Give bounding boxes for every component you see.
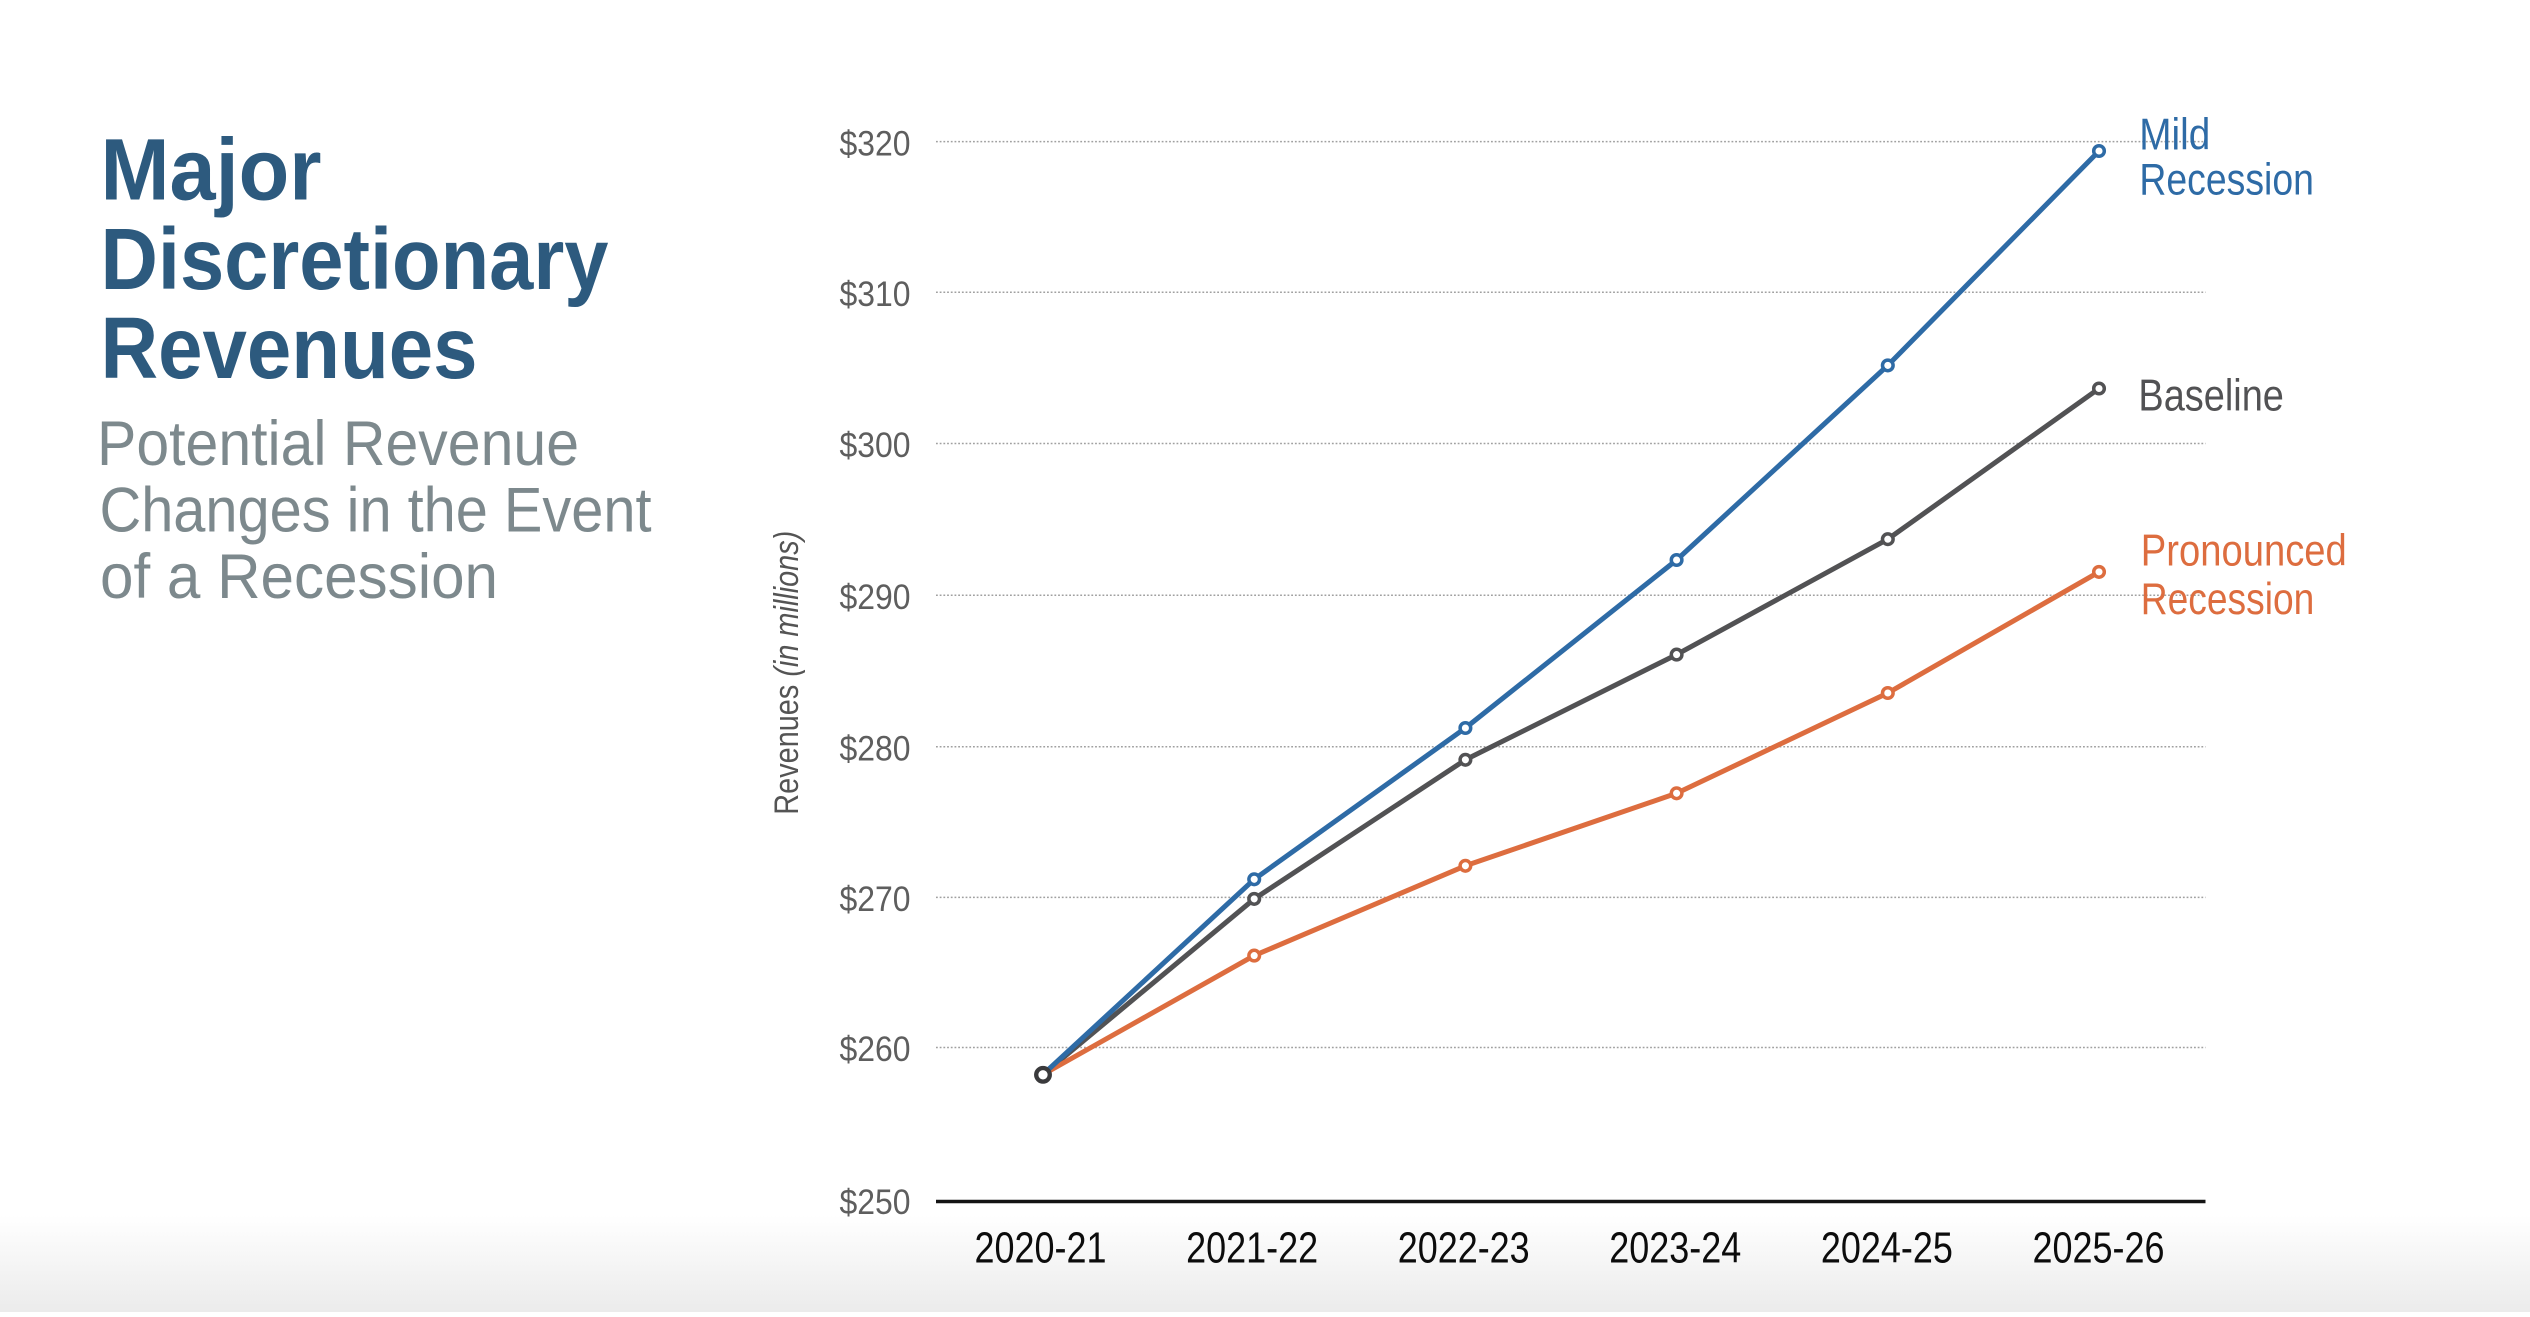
svg-text:2020-21: 2020-21	[975, 1223, 1107, 1272]
svg-text:$320: $320	[840, 123, 911, 163]
svg-text:$250: $250	[840, 1182, 911, 1222]
svg-text:Recession: Recession	[2141, 575, 2315, 624]
svg-text:Potential Revenue: Potential Revenue	[97, 409, 579, 479]
svg-text:$290: $290	[840, 577, 911, 617]
svg-text:$260: $260	[840, 1029, 911, 1069]
svg-text:$280: $280	[840, 728, 911, 768]
svg-text:Changes in the Event: Changes in the Event	[100, 476, 652, 546]
svg-text:Discretionary: Discretionary	[101, 211, 609, 308]
svg-text:$270: $270	[840, 879, 911, 919]
svg-text:Major: Major	[101, 122, 322, 219]
svg-text:Mild: Mild	[2139, 110, 2210, 159]
svg-text:2024-25: 2024-25	[1821, 1223, 1953, 1272]
svg-text:2022-23: 2022-23	[1398, 1223, 1530, 1272]
svg-text:2023-24: 2023-24	[1609, 1223, 1741, 1272]
svg-text:Baseline: Baseline	[2138, 372, 2284, 421]
svg-text:of a Recession: of a Recession	[100, 542, 498, 612]
svg-text:Revenues (in millions): Revenues (in millions)	[768, 531, 806, 815]
svg-text:Revenues: Revenues	[101, 300, 478, 397]
svg-text:$310: $310	[840, 274, 911, 314]
svg-text:Pronounced: Pronounced	[2141, 527, 2347, 576]
svg-text:$300: $300	[840, 425, 911, 465]
svg-text:Recession: Recession	[2139, 156, 2314, 205]
svg-text:2025-26: 2025-26	[2033, 1223, 2165, 1272]
svg-text:2021-22: 2021-22	[1186, 1223, 1318, 1272]
